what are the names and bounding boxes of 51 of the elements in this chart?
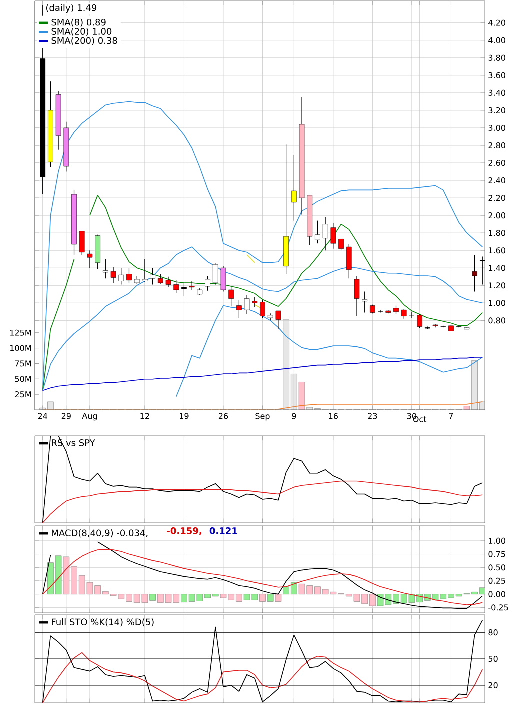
legend-label: SMA(20) 1.00 [52, 28, 112, 36]
x-tick-label: Sep [256, 413, 270, 421]
y-tick-label: 3.00 [488, 124, 506, 132]
x-tick-label: 24 [38, 413, 48, 420]
annotation: -0.159, [167, 528, 202, 536]
chart-title: (daily) 1.49 [46, 4, 97, 14]
x-tick-label: 7 [449, 413, 454, 420]
x-tick-label: 23 [368, 413, 378, 420]
y-tick-label: 0.50 [488, 564, 506, 571]
y-tick-label: 2.80 [488, 142, 506, 149]
y-tick-label: 2.00 [488, 212, 506, 219]
y-tick-label: 0.80 [488, 318, 506, 324]
y-tick-label: 3.80 [488, 54, 506, 61]
y-tick-label: 0.00 [488, 591, 506, 598]
y-tick-label: 4.20 [488, 20, 506, 26]
y-tick-label: 4.00 [488, 37, 506, 44]
y-tick-label: 3.60 [488, 72, 506, 78]
x-tick-label: 16 [329, 413, 338, 420]
annotation: 0.121 [210, 528, 238, 534]
y-tick-label: 3.20 [488, 107, 506, 114]
x-tick-label: Aug [82, 413, 98, 421]
y-tick-label: 20 [488, 682, 498, 688]
x-tick-label: 19 [180, 413, 189, 420]
y-tick-label: 1.20 [489, 282, 506, 289]
x-tick-label: 12 [140, 413, 150, 420]
y2-tick-label: 50M [15, 376, 32, 382]
y-tick-label: 1.00 [489, 300, 506, 306]
x-tick-label: 29 [62, 413, 71, 420]
y2-tick-label: 25M [15, 392, 32, 398]
y-tick-label: 50 [488, 656, 498, 662]
legend-label: SMA(200) 0.38 [52, 37, 118, 46]
y2-tick-label: 75M [15, 360, 32, 367]
legend-label: MACD(8,40,9) -0.034, [52, 530, 148, 538]
y-tick-label: 1.80 [489, 230, 506, 236]
y-tick-label: 80 [488, 630, 498, 636]
y-tick-label: 1.60 [489, 248, 506, 254]
y-tick-label: 2.20 [488, 195, 506, 202]
y-tick-label: 2.40 [488, 178, 506, 184]
x-tick-label: 26 [218, 413, 228, 420]
legend-label: SMA(8) 0.89 [52, 18, 106, 27]
legend-label: Full STO %K(14) %D(5) [52, 618, 154, 627]
y-tick-label: 0.25 [488, 578, 506, 584]
y-tick-label: 1.40 [489, 265, 506, 272]
x-tick-label: 9 [292, 413, 296, 420]
y-tick-label: -0.25 [488, 604, 508, 611]
y-tick-label: 0.75 [488, 551, 506, 558]
y-tick-label: 2.60 [488, 160, 506, 166]
y2-tick-label: 125M [10, 330, 32, 336]
y-tick-label: 1.00 [489, 538, 506, 544]
y-tick-label: 3.40 [488, 90, 506, 96]
y2-tick-label: 100M [10, 345, 32, 352]
